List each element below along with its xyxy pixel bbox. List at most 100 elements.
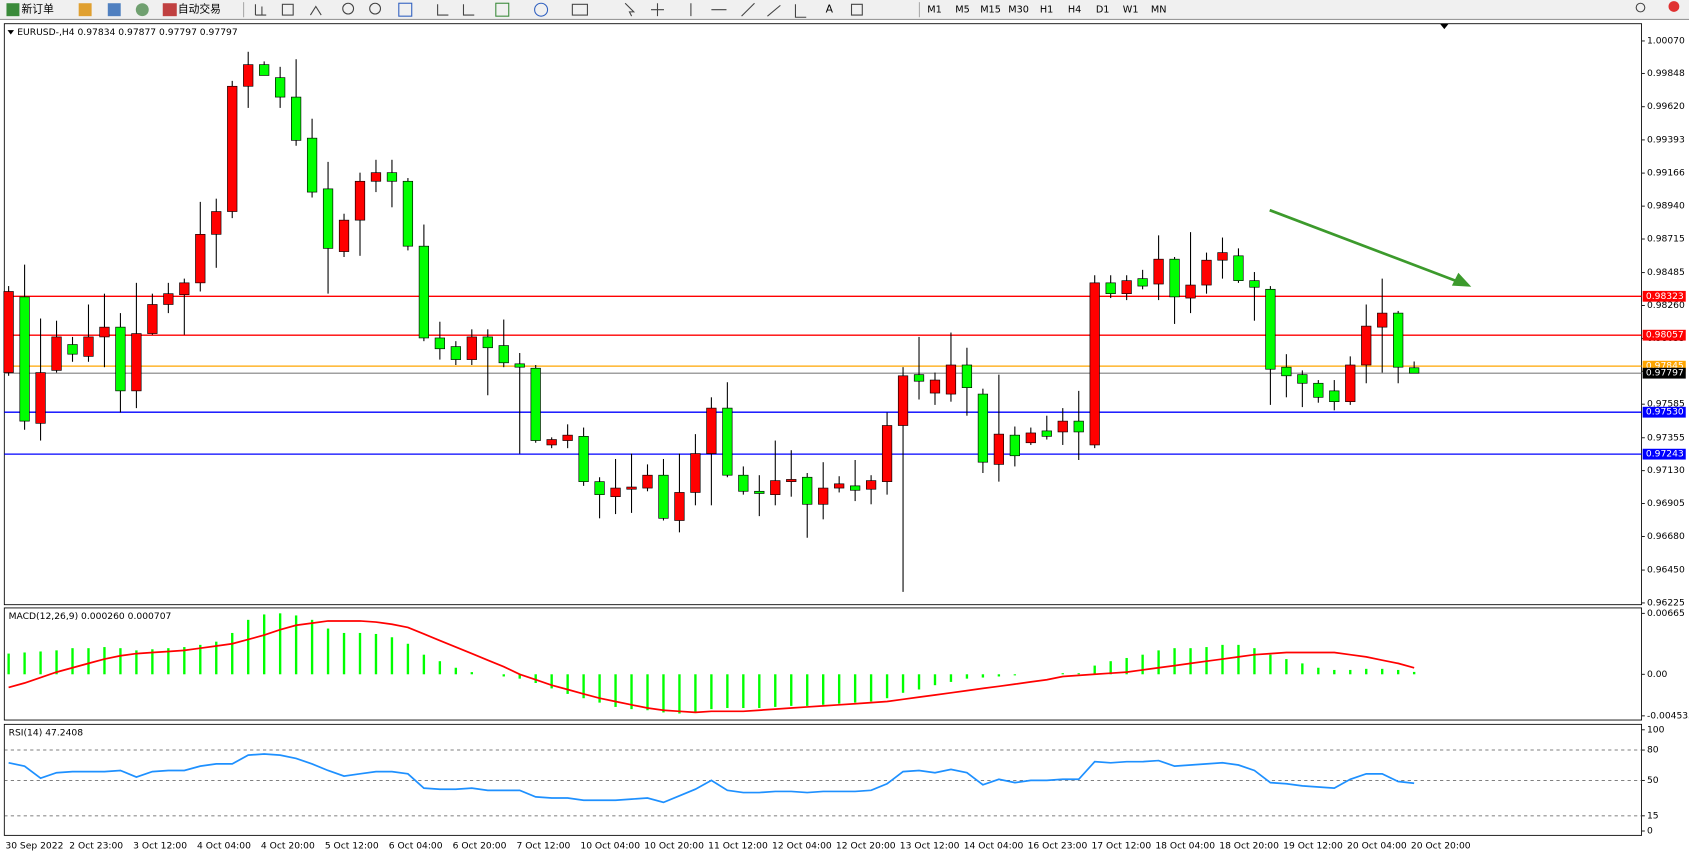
x-tick-label: 3 Oct 12:00 bbox=[133, 841, 187, 852]
candle-body bbox=[786, 479, 797, 482]
y-tick-label: 0.99620 bbox=[1647, 101, 1685, 112]
y-tick-label: 0.96225 bbox=[1647, 597, 1685, 608]
level-label: 0.98323 bbox=[1646, 291, 1684, 302]
text-tool[interactable]: A bbox=[826, 3, 834, 16]
icon bbox=[281, 3, 294, 16]
icon bbox=[624, 2, 636, 17]
candle-body bbox=[865, 480, 877, 490]
last-price-bg bbox=[1642, 367, 1686, 379]
y-tick-label: 0 bbox=[1647, 826, 1653, 837]
y-tick-label: 1.00070 bbox=[1647, 35, 1685, 46]
level-label-bg bbox=[1642, 290, 1686, 302]
candle-body bbox=[1297, 374, 1308, 384]
candle-body bbox=[1233, 255, 1244, 281]
icon bbox=[309, 5, 322, 16]
candle-body bbox=[19, 296, 30, 422]
candle-body bbox=[1137, 278, 1148, 287]
icon bbox=[534, 2, 549, 17]
pane-title: MACD(12,26,9) 0.000260 0.000707 bbox=[9, 611, 172, 622]
candle-body bbox=[945, 364, 957, 395]
candle-body bbox=[51, 336, 62, 371]
icon bbox=[135, 3, 149, 17]
x-tick-label: 10 Oct 04:00 bbox=[580, 841, 640, 852]
y-tick-label: 0.97585 bbox=[1647, 399, 1685, 410]
x-tick-label: 5 Oct 12:00 bbox=[325, 841, 379, 852]
x-tick-label: 11 Oct 12:00 bbox=[708, 841, 768, 852]
level-label: 0.97845 bbox=[1646, 361, 1684, 372]
notification bbox=[1668, 1, 1680, 12]
rsi-pane bbox=[3, 723, 1643, 836]
candle-body bbox=[626, 486, 637, 490]
level-label-bg bbox=[1642, 329, 1686, 341]
y-tick-label: 100 bbox=[1647, 724, 1665, 735]
y-tick-label: 0.99166 bbox=[1647, 168, 1685, 179]
x-tick-label: 16 Oct 23:00 bbox=[1028, 841, 1088, 852]
y-tick-label: 80 bbox=[1647, 745, 1659, 756]
candle-body bbox=[610, 487, 621, 498]
x-tick-label: 20 Oct 20:00 bbox=[1411, 841, 1471, 852]
menu-triangle bbox=[7, 30, 15, 35]
y-tick-label: 0.96450 bbox=[1647, 565, 1685, 576]
candle-body bbox=[514, 363, 525, 368]
icon bbox=[369, 2, 382, 15]
timeframe-button[interactable]: MN bbox=[1151, 5, 1167, 16]
y-tick-label: 0.99848 bbox=[1647, 68, 1685, 79]
candle-body bbox=[1057, 420, 1068, 433]
icon bbox=[495, 2, 510, 17]
candle-body bbox=[1105, 282, 1116, 294]
timeframe-button[interactable]: W1 bbox=[1123, 5, 1139, 16]
y-tick-label: 0.97355 bbox=[1647, 432, 1685, 443]
toolbar-button[interactable]: 自动交易 bbox=[178, 3, 221, 16]
candle-body bbox=[498, 345, 509, 364]
level-label: 0.98057 bbox=[1646, 330, 1684, 341]
timeframe-button[interactable]: D1 bbox=[1096, 5, 1110, 16]
y-tick-label: 50 bbox=[1647, 775, 1659, 786]
candle-body bbox=[482, 336, 493, 349]
candle-body bbox=[881, 425, 893, 482]
candle-body bbox=[834, 483, 845, 489]
y-tick-label: 0.00665 bbox=[1647, 608, 1685, 619]
timeframe-button[interactable]: H4 bbox=[1068, 5, 1081, 16]
candle-body bbox=[993, 433, 1004, 465]
y-tick-label: 0.99393 bbox=[1647, 134, 1685, 145]
candle-body bbox=[163, 293, 174, 305]
candle-body bbox=[354, 180, 366, 221]
candle-body bbox=[418, 245, 430, 339]
candle-body bbox=[99, 326, 110, 338]
candle-body bbox=[3, 291, 14, 373]
candle-body bbox=[306, 137, 318, 193]
candle-body bbox=[83, 336, 94, 357]
y-tick-label: 0.00 bbox=[1647, 669, 1668, 680]
candle-body bbox=[1073, 420, 1084, 433]
y-tick-label: 0.98260 bbox=[1647, 300, 1685, 311]
toolbar-bg bbox=[0, 0, 1689, 20]
candle-body bbox=[642, 474, 653, 489]
toolbar-button[interactable]: 新订单 bbox=[22, 3, 55, 16]
icon bbox=[462, 4, 475, 16]
toolbar: A 新订单 自动交易 M1 M5 M15 M30 H1 H4 D1 W1 MN bbox=[0, 0, 1689, 20]
candle-body bbox=[450, 346, 461, 360]
candle-body bbox=[850, 485, 861, 491]
timeframe-button[interactable]: M15 bbox=[980, 5, 1001, 16]
x-tick-label: 18 Oct 20:00 bbox=[1219, 841, 1279, 852]
timeframe-button[interactable]: M1 bbox=[927, 5, 942, 16]
x-tick-label: 18 Oct 04:00 bbox=[1155, 841, 1215, 852]
pane-title: RSI(14) 47.2408 bbox=[9, 727, 84, 738]
timeframe-button[interactable]: M5 bbox=[955, 5, 970, 16]
y-tick-label: 0.96905 bbox=[1647, 498, 1685, 509]
candle-body bbox=[1089, 282, 1100, 446]
candle-body bbox=[466, 336, 477, 360]
x-tick-label: 13 Oct 12:00 bbox=[900, 841, 960, 852]
level-label: 0.97530 bbox=[1646, 407, 1684, 418]
timeframe-button[interactable]: M30 bbox=[1008, 5, 1029, 16]
candle-body bbox=[370, 172, 382, 182]
candle-body bbox=[594, 481, 605, 495]
candle-body bbox=[1009, 434, 1020, 457]
candle-body bbox=[1169, 258, 1180, 298]
candle-body bbox=[1201, 259, 1212, 286]
candle-body bbox=[690, 453, 701, 493]
timeframe-button[interactable]: H1 bbox=[1040, 5, 1053, 16]
candle-body bbox=[818, 487, 829, 505]
candle-body bbox=[1265, 288, 1276, 370]
